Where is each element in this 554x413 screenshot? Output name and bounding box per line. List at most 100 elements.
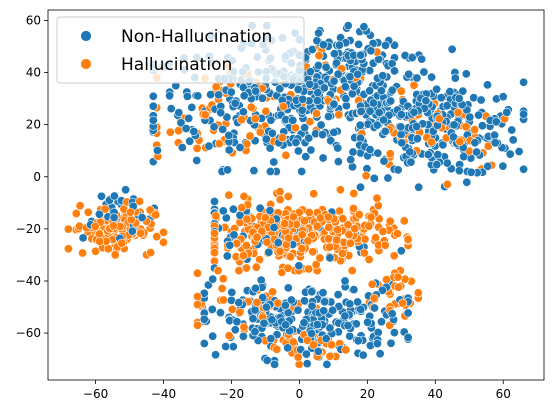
point-hallucination bbox=[399, 216, 409, 226]
point-non-hallucination bbox=[177, 143, 187, 153]
point-non-hallucination bbox=[152, 146, 162, 156]
point-non-hallucination bbox=[321, 334, 331, 344]
point-non-hallucination bbox=[262, 355, 272, 365]
point-non-hallucination bbox=[238, 107, 248, 117]
point-hallucination bbox=[251, 262, 261, 272]
point-non-hallucination bbox=[298, 94, 308, 104]
point-non-hallucination bbox=[318, 40, 328, 50]
point-non-hallucination bbox=[204, 141, 214, 151]
point-hallucination bbox=[323, 212, 333, 222]
point-non-hallucination bbox=[267, 315, 277, 325]
point-non-hallucination bbox=[333, 69, 343, 79]
point-non-hallucination bbox=[230, 325, 240, 335]
point-non-hallucination bbox=[353, 69, 363, 79]
y-tick-label: −20 bbox=[16, 222, 41, 236]
point-non-hallucination bbox=[288, 115, 298, 125]
point-non-hallucination bbox=[507, 125, 517, 135]
point-non-hallucination bbox=[250, 305, 260, 315]
point-hallucination bbox=[151, 210, 161, 220]
point-non-hallucination bbox=[328, 305, 338, 315]
point-hallucination bbox=[308, 340, 318, 350]
point-non-hallucination bbox=[375, 349, 385, 359]
point-non-hallucination bbox=[433, 150, 443, 160]
point-non-hallucination bbox=[466, 167, 476, 177]
point-non-hallucination bbox=[307, 301, 317, 311]
point-non-hallucination bbox=[356, 106, 366, 116]
point-non-hallucination bbox=[313, 60, 323, 70]
y-tick-label: 0 bbox=[33, 170, 41, 184]
point-hallucination bbox=[385, 216, 395, 226]
point-non-hallucination bbox=[283, 343, 293, 353]
point-non-hallucination bbox=[307, 328, 317, 338]
point-non-hallucination bbox=[333, 157, 343, 167]
point-non-hallucination bbox=[447, 44, 457, 54]
point-non-hallucination bbox=[239, 91, 249, 101]
point-non-hallucination bbox=[366, 46, 376, 56]
point-hallucination bbox=[159, 237, 169, 247]
point-non-hallucination bbox=[459, 152, 469, 162]
point-non-hallucination bbox=[176, 118, 186, 128]
point-non-hallucination bbox=[349, 285, 359, 295]
point-hallucination bbox=[252, 297, 262, 307]
point-non-hallucination bbox=[280, 300, 290, 310]
point-non-hallucination bbox=[255, 203, 265, 213]
point-non-hallucination bbox=[305, 79, 315, 89]
point-non-hallucination bbox=[403, 332, 413, 342]
point-non-hallucination bbox=[227, 287, 237, 297]
point-non-hallucination bbox=[314, 28, 324, 38]
point-hallucination bbox=[442, 179, 452, 189]
point-hallucination bbox=[349, 189, 359, 199]
point-hallucination bbox=[239, 191, 249, 201]
point-non-hallucination bbox=[258, 292, 268, 302]
point-non-hallucination bbox=[211, 350, 221, 360]
point-non-hallucination bbox=[248, 314, 258, 324]
point-non-hallucination bbox=[376, 317, 386, 327]
point-non-hallucination bbox=[216, 308, 226, 318]
point-non-hallucination bbox=[458, 86, 468, 96]
point-non-hallucination bbox=[365, 86, 375, 96]
point-hallucination bbox=[126, 215, 136, 225]
point-non-hallucination bbox=[313, 346, 323, 356]
point-non-hallucination bbox=[97, 191, 107, 201]
point-non-hallucination bbox=[340, 311, 350, 321]
point-hallucination bbox=[174, 126, 184, 136]
point-non-hallucination bbox=[345, 299, 355, 309]
point-non-hallucination bbox=[230, 98, 240, 108]
point-hallucination bbox=[152, 232, 162, 242]
point-non-hallucination bbox=[476, 95, 486, 105]
legend: Non-Hallucination Hallucination bbox=[56, 16, 305, 84]
point-hallucination bbox=[325, 242, 335, 252]
point-non-hallucination bbox=[421, 96, 431, 106]
point-non-hallucination bbox=[286, 295, 296, 305]
x-tick-label: −60 bbox=[83, 387, 108, 401]
point-hallucination bbox=[453, 108, 463, 118]
point-non-hallucination bbox=[300, 123, 310, 133]
point-non-hallucination bbox=[318, 153, 328, 163]
point-hallucination bbox=[224, 190, 234, 200]
point-non-hallucination bbox=[269, 223, 279, 233]
point-hallucination bbox=[461, 122, 471, 132]
point-hallucination bbox=[242, 263, 252, 273]
point-non-hallucination bbox=[450, 73, 460, 83]
point-hallucination bbox=[332, 235, 342, 245]
point-non-hallucination bbox=[207, 304, 217, 314]
point-non-hallucination bbox=[281, 320, 291, 330]
point-non-hallucination bbox=[389, 66, 399, 76]
point-non-hallucination bbox=[270, 359, 280, 369]
point-non-hallucination bbox=[412, 73, 422, 83]
point-hallucination bbox=[392, 229, 402, 239]
point-non-hallucination bbox=[259, 318, 269, 328]
point-non-hallucination bbox=[265, 206, 275, 216]
point-hallucination bbox=[250, 114, 260, 124]
point-non-hallucination bbox=[208, 274, 218, 284]
point-non-hallucination bbox=[189, 127, 199, 137]
point-non-hallucination bbox=[472, 147, 482, 157]
point-hallucination bbox=[241, 241, 251, 251]
point-non-hallucination bbox=[318, 288, 328, 298]
point-hallucination bbox=[242, 214, 252, 224]
point-non-hallucination bbox=[368, 98, 378, 108]
point-hallucination bbox=[227, 304, 237, 314]
point-non-hallucination bbox=[379, 115, 389, 125]
point-non-hallucination bbox=[346, 155, 356, 165]
point-non-hallucination bbox=[184, 113, 194, 123]
